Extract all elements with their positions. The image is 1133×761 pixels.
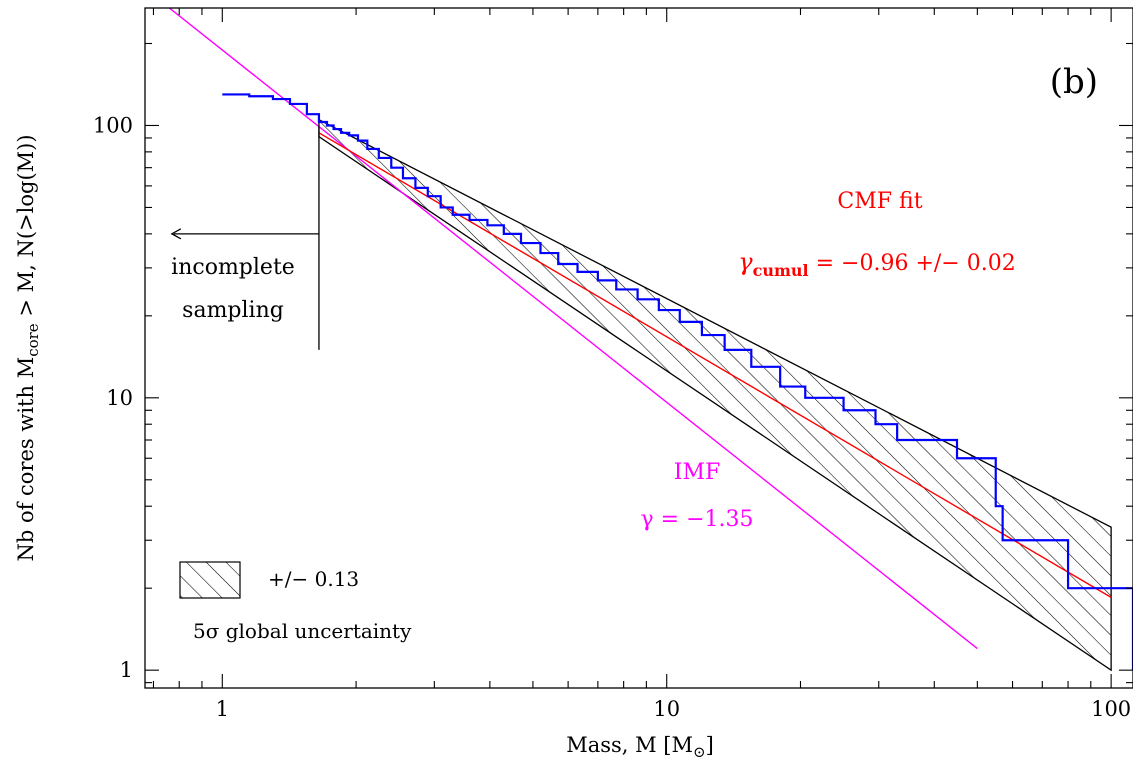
plot-frame xyxy=(144,7,1133,689)
x-tick-label: 10 xyxy=(653,697,680,721)
completeness-arrow-head xyxy=(170,228,182,240)
y-axis-title-suffix: > M, N(>log(M)) xyxy=(14,134,38,323)
data-layer xyxy=(168,8,1133,672)
incomplete-label-line1: incomplete xyxy=(171,255,295,280)
completeness-marker xyxy=(170,125,320,350)
x-axis-title-suffix: ] xyxy=(706,733,714,757)
y-axis-title-text: Nb of cores with M xyxy=(14,357,38,562)
cmf-gamma-subscript: cumul xyxy=(753,261,809,280)
cmf-gamma-symbol: γ xyxy=(738,248,753,276)
x-tick-label: 1 xyxy=(216,697,229,721)
cumulative-step-curve xyxy=(222,93,1133,671)
incomplete-label-line2: sampling xyxy=(182,298,284,323)
legend-hatch-swatch xyxy=(179,561,241,599)
cmf-fit-line xyxy=(318,132,1112,599)
imf-gamma-label: γ = −1.35 xyxy=(641,507,754,532)
panel-label: (b) xyxy=(1050,62,1098,102)
legend-value: +/− 0.13 xyxy=(268,567,359,591)
legend-caption: 5σ global uncertainty xyxy=(193,619,412,643)
cmf-fit-title: CMF fit xyxy=(837,189,922,214)
x-axis-title: Mass, M [M⊙] xyxy=(566,733,714,761)
x-axis-title-text: Mass, M [M xyxy=(566,733,693,757)
cmf-gamma-label: γcumul = −0.96 +/− 0.02 xyxy=(738,248,1015,280)
cmf-gamma-value: = −0.96 +/− 0.02 xyxy=(809,251,1016,276)
y-tick-label: 10 xyxy=(106,386,133,410)
y-axis-title-subscript: core xyxy=(24,323,42,357)
imf-title: IMF xyxy=(674,460,720,485)
y-tick-label: 1 xyxy=(120,658,133,682)
y-axis-title: Nb of cores with Mcore > M, N(>log(M)) xyxy=(14,134,42,561)
x-axis-title-sun-symbol: ⊙ xyxy=(693,743,706,761)
imf-line xyxy=(168,8,978,650)
axis-ticks: 1 10 100 1 10 100 xyxy=(93,8,1133,721)
y-tick-label: 100 xyxy=(93,113,133,137)
x-tick-label: 100 xyxy=(1091,697,1131,721)
